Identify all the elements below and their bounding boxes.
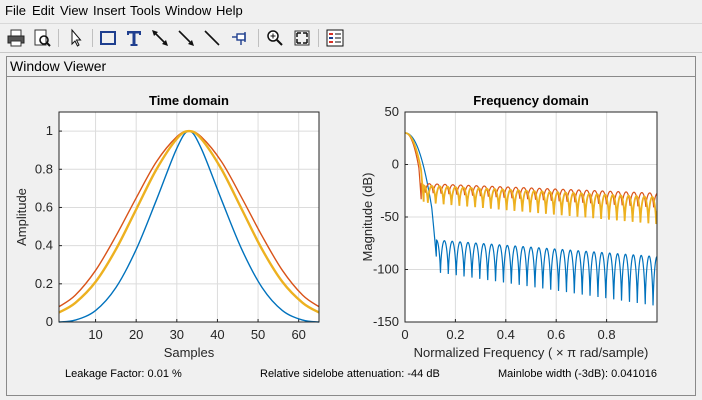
zoom-in-icon xyxy=(267,30,283,46)
menu-file[interactable]: File xyxy=(5,3,26,18)
time-y-axis-label: Amplitude xyxy=(14,188,29,246)
select-pointer-button[interactable] xyxy=(66,28,86,48)
toolbar xyxy=(0,23,702,53)
leakage-factor-text: Leakage Factor: 0.01 % xyxy=(65,368,182,380)
time-y-tick-label: 0.8 xyxy=(35,161,53,176)
time-x-tick-label: 50 xyxy=(251,327,265,342)
menu-tools[interactable]: Tools xyxy=(130,3,161,18)
print-preview-icon xyxy=(34,29,51,47)
time-y-tick-label: 0 xyxy=(46,314,53,329)
menu-bar: File Edit View Insert Tools Window Help xyxy=(0,0,702,22)
full-view-icon xyxy=(294,30,310,46)
print-icon xyxy=(7,29,25,47)
freq-x-tick-label: 0.6 xyxy=(547,327,565,342)
sidelobe-attenuation-text: Relative sidelobe attenuation: -44 dB xyxy=(260,368,440,380)
insert-text-button[interactable] xyxy=(124,28,144,48)
insert-text-icon xyxy=(127,31,141,46)
freq-series-line-1 xyxy=(405,132,657,306)
time-x-tick-label: 40 xyxy=(210,327,224,342)
menu-edit[interactable]: Edit xyxy=(32,3,55,18)
toolbar-separator xyxy=(92,29,93,47)
insert-double-arrow-icon xyxy=(152,30,168,46)
freq-x-tick-label: 0.4 xyxy=(497,327,515,342)
freq-x-tick-label: 0.8 xyxy=(598,327,616,342)
select-pointer-icon xyxy=(71,28,82,47)
freq-y-tick-label: 0 xyxy=(392,157,399,172)
time-x-tick-label: 10 xyxy=(88,327,102,342)
freq-y-tick-label: -150 xyxy=(373,314,399,329)
legend-button[interactable] xyxy=(325,28,345,48)
time-x-tick-label: 60 xyxy=(291,327,305,342)
time-chart-title: Time domain xyxy=(149,93,229,108)
zoom-in-button[interactable] xyxy=(265,28,285,48)
panel-title-bar: Window Viewer xyxy=(7,57,695,77)
freq-y-tick-label: -50 xyxy=(380,209,399,224)
time-y-tick-label: 0.4 xyxy=(35,238,53,253)
toolbar-separator xyxy=(58,29,59,47)
time-y-tick-label: 0.2 xyxy=(35,276,53,291)
insert-arrow-icon xyxy=(178,30,194,46)
toolbar-separator xyxy=(258,29,259,47)
time-x-tick-label: 30 xyxy=(170,327,184,342)
insert-rectangle-button[interactable] xyxy=(98,28,118,48)
time-series-line-3 xyxy=(58,129,320,314)
print-preview-button[interactable] xyxy=(32,28,52,48)
time-x-tick-label: 20 xyxy=(129,327,143,342)
pin-icon xyxy=(232,32,246,45)
legend-icon xyxy=(326,29,344,47)
toolbar-separator xyxy=(318,29,319,47)
print-button[interactable] xyxy=(6,28,26,48)
menu-insert[interactable]: Insert xyxy=(93,3,126,18)
menu-window[interactable]: Window xyxy=(165,3,212,18)
time-plot-area xyxy=(59,112,319,322)
freq-x-tick-label: 0 xyxy=(401,327,408,342)
time-y-tick-label: 0.6 xyxy=(35,199,53,214)
freq-y-tick-label: -100 xyxy=(373,262,399,277)
freq-y-axis-label: Magnitude (dB) xyxy=(360,173,375,262)
insert-arrow-button[interactable] xyxy=(176,28,196,48)
insert-line-button[interactable] xyxy=(202,28,222,48)
insert-rectangle-icon xyxy=(100,31,116,45)
panel-title: Window Viewer xyxy=(10,58,107,74)
time-x-axis-label: Samples xyxy=(164,345,215,360)
time-axes-box xyxy=(58,111,320,323)
time-y-tick-label: 1 xyxy=(46,123,53,138)
menu-help[interactable]: Help xyxy=(216,3,243,18)
insert-line-icon xyxy=(204,30,220,46)
freq-series-line-3 xyxy=(405,132,657,225)
menu-view[interactable]: View xyxy=(60,3,88,18)
mainlobe-width-text: Mainlobe width (-3dB): 0.041016 xyxy=(498,368,657,380)
freq-chart-title: Frequency domain xyxy=(473,93,589,108)
freq-y-tick-label: 50 xyxy=(385,104,399,119)
pin-button[interactable] xyxy=(230,28,250,48)
freq-x-axis-label: Normalized Frequency ( × π rad/sample) xyxy=(414,345,649,360)
insert-double-arrow-button[interactable] xyxy=(150,28,170,48)
freq-axes-box xyxy=(404,111,658,323)
full-view-button[interactable] xyxy=(292,28,312,48)
freq-x-tick-label: 0.2 xyxy=(446,327,464,342)
